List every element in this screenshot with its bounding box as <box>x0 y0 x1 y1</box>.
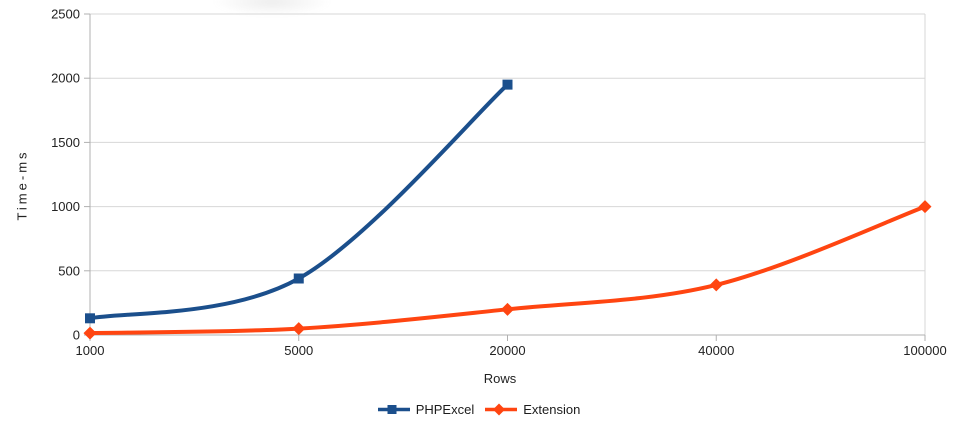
x-tick-label: 40000 <box>698 343 734 358</box>
legend-swatch-marker <box>493 403 506 416</box>
data-point-extension <box>918 200 932 214</box>
y-tick-label: 2000 <box>51 71 80 86</box>
extension-line-swatch-icon <box>485 403 518 416</box>
legend-label-phpexcel: PHPExcel <box>415 402 475 417</box>
y-tick-label: 1500 <box>51 135 80 150</box>
x-tick-label: 1000 <box>76 343 105 358</box>
x-tick-label: 100000 <box>903 343 946 358</box>
data-point-extension <box>83 326 97 340</box>
phpexcel-line-swatch-icon <box>377 405 410 414</box>
x-tick-label: 20000 <box>489 343 525 358</box>
legend-swatch-marker <box>387 405 397 414</box>
data-point-extension <box>709 278 723 292</box>
data-point-extension <box>501 302 514 316</box>
data-point-phpexcel <box>502 79 513 90</box>
legend-item-extension: Extension <box>484 402 580 417</box>
y-axis-title: Time-ms <box>14 149 30 221</box>
data-point-extension <box>292 322 306 336</box>
x-tick-label: 5000 <box>284 343 313 358</box>
legend-item-phpexcel: PHPExcel <box>377 402 475 417</box>
y-tick-label: 0 <box>73 328 80 343</box>
data-point-phpexcel <box>293 273 304 284</box>
y-tick-label: 1000 <box>51 199 80 214</box>
legend-label-extension: Extension <box>523 402 581 417</box>
y-tick-label: 500 <box>58 263 80 278</box>
y-tick-label: 2500 <box>51 7 80 22</box>
data-point-phpexcel <box>85 313 95 324</box>
legend: PHPExcel Extension <box>0 402 957 417</box>
x-axis-title: Rows <box>483 371 517 386</box>
